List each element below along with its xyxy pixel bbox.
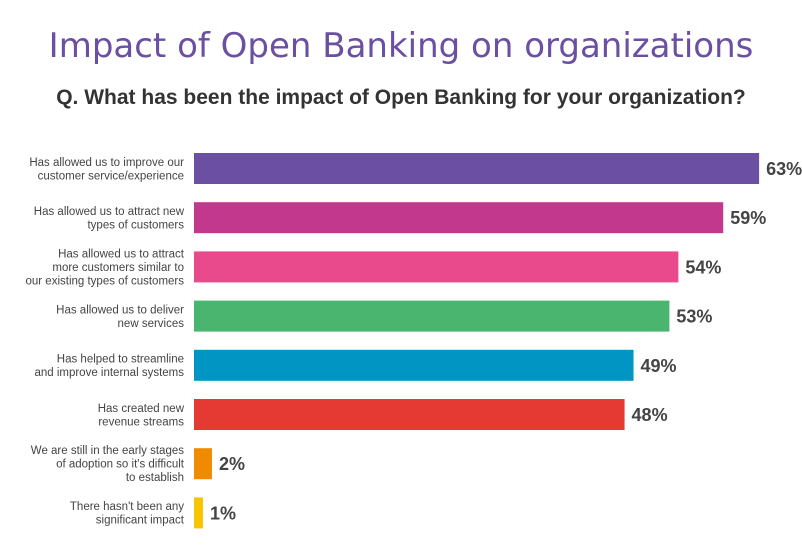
- category-label-3: Has allowed us to attract more customers …: [25, 248, 184, 287]
- category-label-7: We are still in the early stages of adopt…: [31, 445, 185, 484]
- value-label-4: 53%: [676, 307, 712, 327]
- category-label-5: Has helped to streamline and improve inte…: [34, 354, 184, 380]
- category-label-4: Has allowed us to deliver new services: [56, 304, 184, 330]
- chart-subtitle: Q. What has been the impact of Open Bank…: [56, 86, 746, 109]
- category-label-8: There hasn't been any significant impact: [70, 501, 185, 527]
- category-label-1: Has allowed us to improve our customer se…: [29, 157, 184, 183]
- value-label-3: 54%: [685, 257, 721, 277]
- bar-8: [194, 497, 203, 529]
- category-label-2: Has allowed us to attract new types of cu…: [34, 206, 185, 232]
- value-label-2: 59%: [730, 208, 766, 228]
- value-label-7: 2%: [219, 454, 245, 474]
- value-label-1: 63%: [766, 159, 802, 179]
- bar-4: [194, 300, 670, 332]
- value-label-6: 48%: [632, 405, 668, 425]
- value-label-8: 1%: [210, 503, 236, 523]
- bar-6: [194, 399, 625, 430]
- value-label-5: 49%: [641, 356, 677, 376]
- bar-5: [194, 349, 634, 381]
- bar-2: [194, 202, 724, 234]
- bar-3: [194, 251, 679, 283]
- bar-1: [194, 153, 760, 184]
- category-label-6: Has created new revenue streams: [98, 403, 185, 429]
- chart-title: Impact of Open Banking on organizations: [48, 26, 754, 66]
- bar-7: [194, 448, 212, 480]
